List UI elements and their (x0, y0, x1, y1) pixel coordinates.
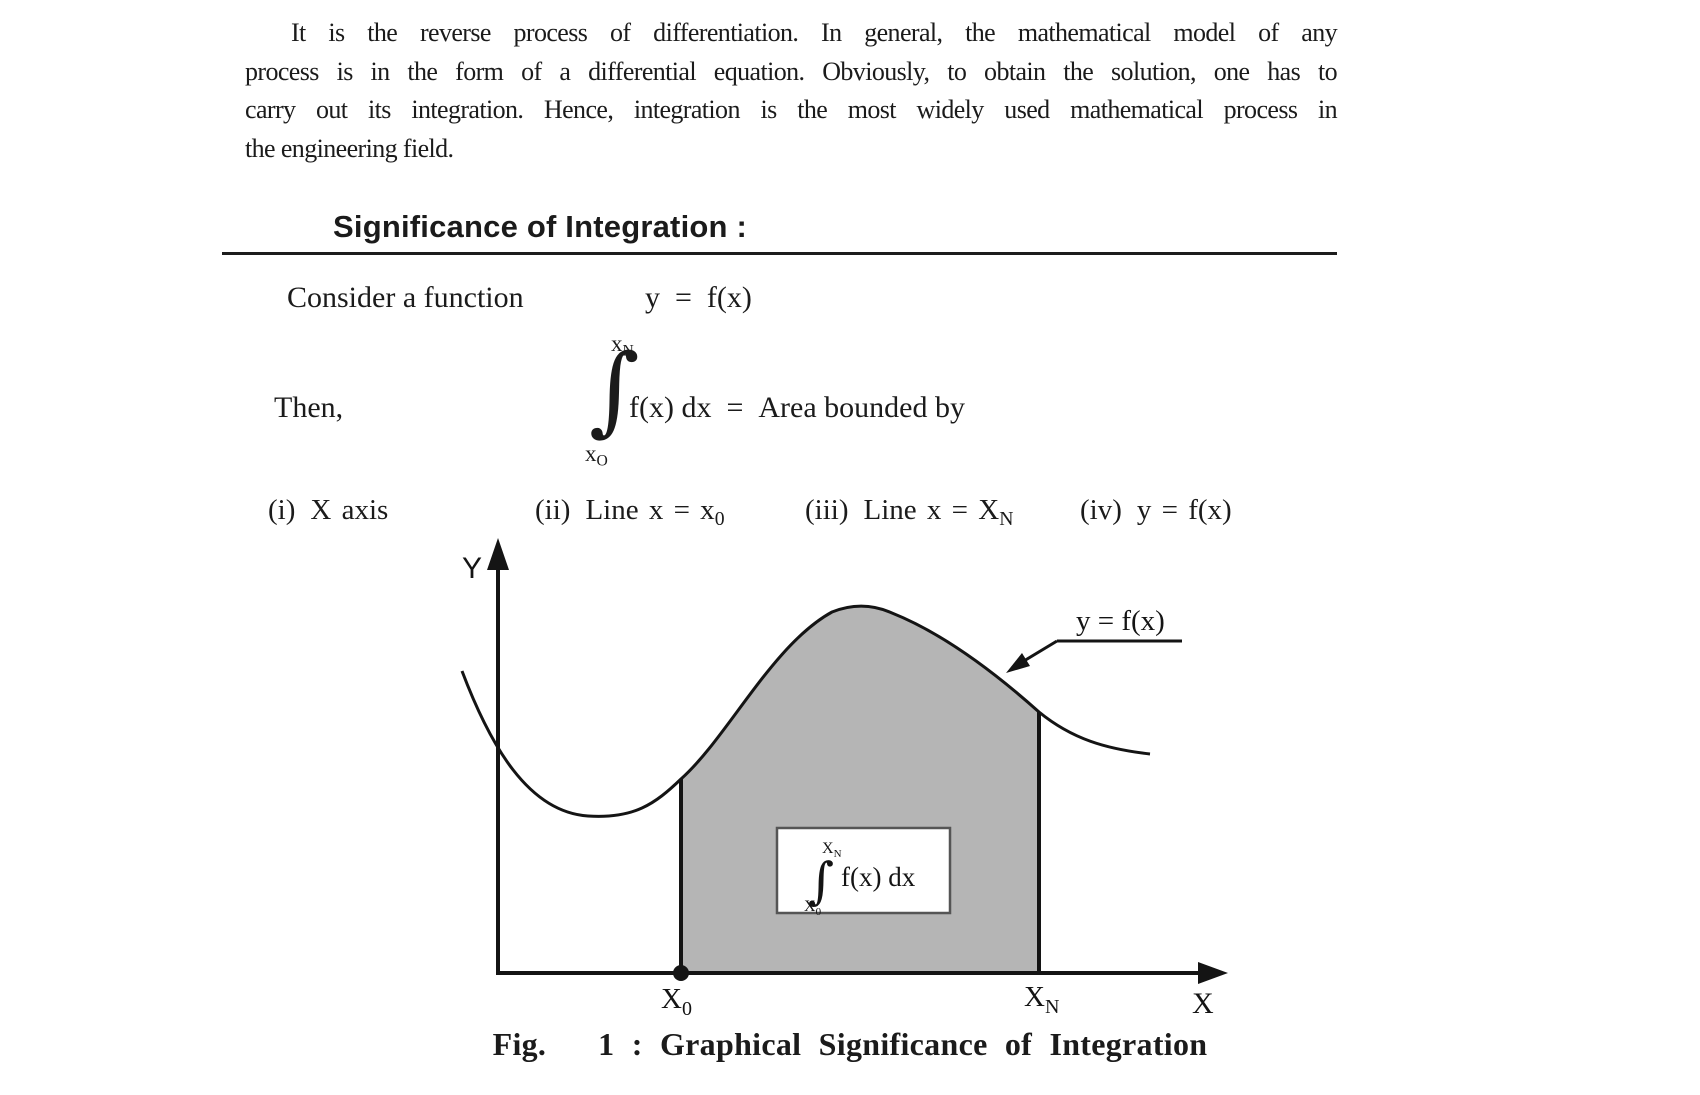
box-upper-base: X (822, 840, 834, 857)
x0-dot (673, 965, 689, 981)
x-axis-label: X (1192, 987, 1214, 1020)
bounds-item-2: (ii) Line x = x0 (535, 494, 725, 530)
paragraph-line: It is the reverse process of differentia… (291, 18, 1338, 47)
x0-label-sub: 0 (682, 998, 692, 1020)
integral-sign: ∫ (589, 333, 640, 446)
xn-label-base: X (1024, 981, 1045, 1013)
integral-box (775, 826, 952, 915)
lower-limit-sub: O (596, 452, 608, 470)
paragraph-line: the engineering field. (245, 133, 454, 163)
item-number: (i) (268, 494, 296, 526)
integration-figure: XN ∫ f(x) dx X0 y = f(x) Y X X0 XN (460, 538, 1228, 1020)
integral-lower-limit: xO (585, 441, 608, 470)
item-text: Line x = x (585, 494, 715, 526)
xn-axis-label: XN (1024, 981, 1059, 1018)
equation-then: Then, (274, 391, 344, 424)
xn-label-sub: N (1045, 996, 1059, 1018)
y-axis-label: Y (462, 552, 482, 585)
y-axis-arrow (487, 538, 509, 570)
figure-caption: Fig. 1 : Graphical Significance of Integ… (492, 1026, 1208, 1062)
upper-limit-base: x (611, 331, 623, 356)
bounds-item-4: (iv) y = f(x) (1080, 494, 1232, 527)
bounds-item-3: (iii) Line x = XN (805, 494, 1014, 530)
x-axis-arrow (1198, 962, 1228, 984)
item-text: X axis (310, 494, 389, 526)
bounds-item-1: (i) X axis (268, 494, 388, 527)
section-heading: Significance of Integration : (333, 209, 747, 244)
box-upper-sub: N (834, 848, 842, 860)
curve-label: y = f(x) (1076, 605, 1165, 637)
item-text: Line x = X (863, 494, 1000, 526)
paragraph-line: process is in the form of a differential… (245, 56, 1338, 86)
curve-label-arrowhead (1006, 653, 1030, 673)
box-integral-body: f(x) dx (841, 862, 916, 892)
box-upper-limit: XN (822, 840, 842, 860)
lower-limit-base: x (585, 441, 597, 466)
paragraph-line: carry out its integration. Hence, integr… (245, 95, 1338, 124)
item-subscript: N (999, 507, 1014, 530)
function-curve (460, 604, 1151, 818)
box-lower-limit: X0 (804, 898, 822, 918)
integral-upper-limit: xN (611, 331, 634, 360)
upper-limit-sub: N (622, 342, 634, 360)
x0-axis-label: X0 (661, 983, 692, 1020)
item-number: (iii) (805, 494, 849, 526)
consider-label: Consider a function (287, 281, 524, 314)
item-text: y = f(x) (1136, 494, 1232, 526)
x0-label-base: X (661, 983, 682, 1015)
heading-underline (222, 252, 1337, 255)
item-subscript: 0 (714, 507, 725, 530)
consider-formula: y = f(x) (645, 281, 752, 314)
box-integral-sign: ∫ (808, 852, 834, 910)
shaded-area (681, 606, 1039, 973)
item-number: (ii) (535, 494, 571, 526)
box-lower-base: X (804, 898, 816, 915)
item-number: (iv) (1080, 494, 1122, 526)
equation-body: f(x) dx = Area bounded by (629, 391, 965, 424)
box-lower-sub: 0 (816, 906, 822, 918)
intro-paragraph: It is the reverse process of differentia… (245, 14, 1338, 168)
